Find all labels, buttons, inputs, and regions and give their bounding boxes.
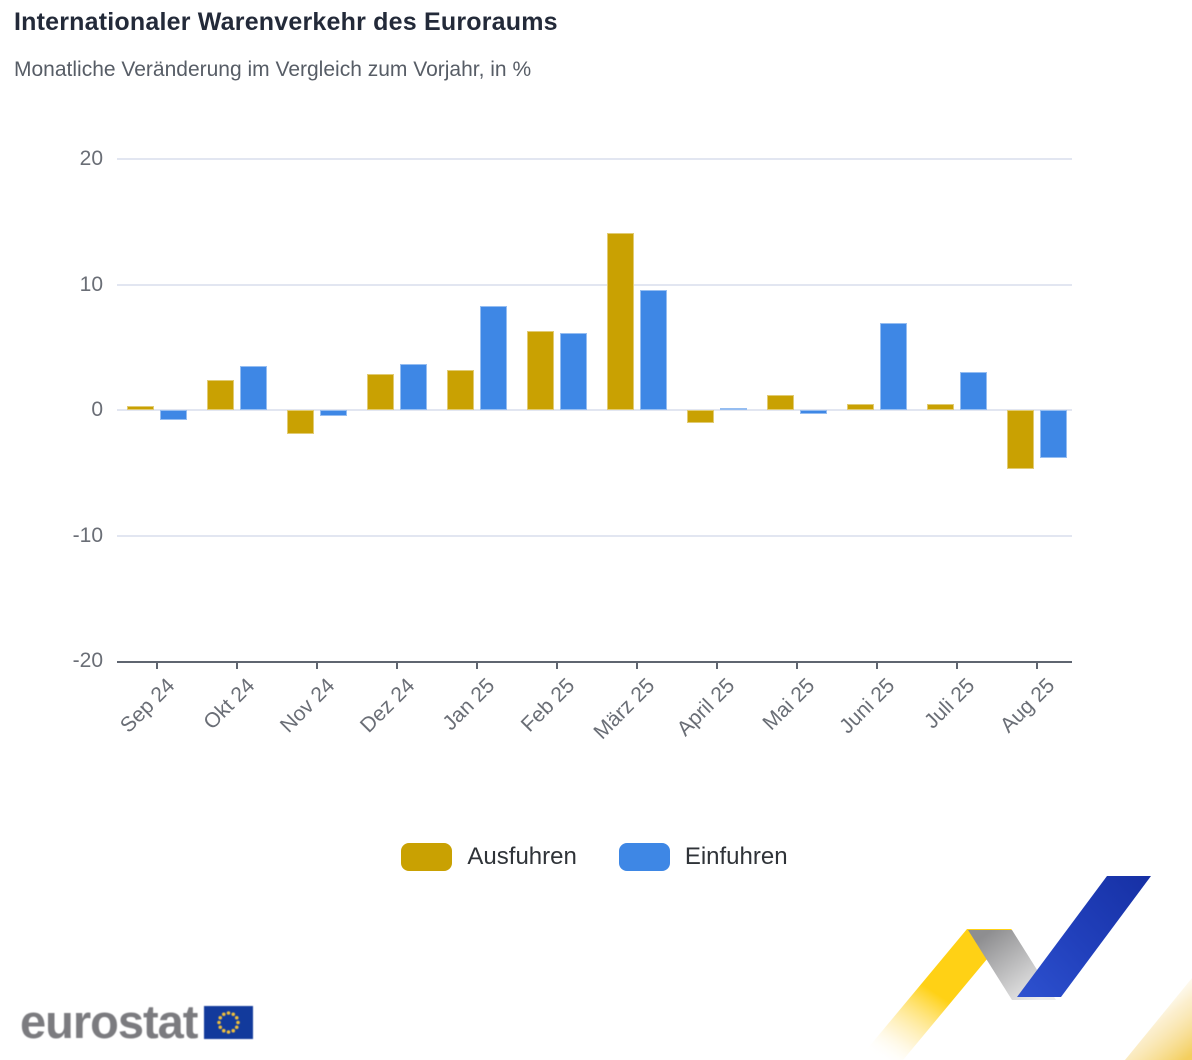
bar-einfuhren-aug-25[interactable] [1040,410,1067,458]
x-axis-tick [476,663,478,669]
x-axis-line [117,661,1072,663]
x-axis-tick [716,663,718,669]
bar-ausfuhren-april-25[interactable] [687,410,714,423]
x-axis-tick [636,663,638,669]
eu-flag-icon [204,1006,254,1039]
bar-ausfuhren-nov-24[interactable] [287,410,314,434]
chart-subtitle: Monatliche Veränderung im Vergleich zum … [14,58,532,81]
x-axis-tick [796,663,798,669]
eurostat-logo: eurostat [20,995,254,1048]
y-axis-label: -10 [72,523,103,547]
ribbon-corner-yellow-band [1125,978,1192,1060]
bar-ausfuhren-aug-25[interactable] [1007,410,1034,469]
y-axis-label: 0 [91,398,103,421]
legend-item-einfuhren[interactable]: Einfuhren [618,843,788,871]
bar-ausfuhren-okt-24[interactable] [207,379,234,410]
bar-ausfuhren-sep-24[interactable] [127,406,154,410]
legend-swatch-ausfuhren [401,843,453,871]
y-axis-label: 10 [79,272,103,296]
bar-ausfuhren-juni-25[interactable] [847,403,874,410]
bar-einfuhren-okt-24[interactable] [240,366,267,410]
eurostat-logo-text: eurostat [20,995,198,1048]
ribbon-blue-band [1017,876,1151,997]
legend-label: Ausfuhren [467,843,577,870]
legend-label: Einfuhren [684,843,788,870]
ribbon-yellow-band [858,929,1012,1060]
bar-einfuhren-dez-24[interactable] [400,363,427,410]
bar-einfuhren-märz-25[interactable] [640,289,667,410]
chart-title: Internationaler Warenverkehr des Eurorau… [14,8,558,36]
y-gridline [117,534,1072,537]
legend-item-ausfuhren[interactable]: Ausfuhren [401,843,577,871]
decorative-ribbon-graphic [858,876,1192,1060]
y-gridline [117,283,1072,286]
bar-einfuhren-mai-25[interactable] [800,410,827,414]
bar-einfuhren-juli-25[interactable] [960,372,987,410]
bar-einfuhren-juni-25[interactable] [880,323,907,410]
x-axis-tick [876,663,878,669]
y-gridline [117,158,1072,160]
bar-ausfuhren-dez-24[interactable] [367,373,394,410]
x-axis-tick [396,663,398,669]
legend-swatch-einfuhren [618,843,670,871]
bar-einfuhren-feb-25[interactable] [560,333,587,410]
y-axis-label: -20 [72,649,103,672]
bar-einfuhren-nov-24[interactable] [320,410,347,417]
bar-ausfuhren-jan-25[interactable] [447,369,474,410]
bar-ausfuhren-märz-25[interactable] [607,233,634,410]
bar-einfuhren-april-25[interactable] [720,408,747,410]
bar-ausfuhren-feb-25[interactable] [527,330,554,410]
bar-ausfuhren-juli-25[interactable] [927,403,954,410]
bar-einfuhren-jan-25[interactable] [480,305,507,410]
chart-legend: Ausfuhren Einfuhren [117,843,1072,871]
x-axis-tick [236,663,238,669]
x-axis-tick [156,663,158,669]
x-axis-tick [556,663,558,669]
x-axis-tick [1036,663,1038,669]
x-axis-tick [316,663,318,669]
bar-ausfuhren-mai-25[interactable] [767,394,794,410]
y-gridline [117,409,1072,411]
x-axis-tick [956,663,958,669]
y-axis-label: 20 [79,147,103,170]
bar-einfuhren-sep-24[interactable] [160,410,187,421]
